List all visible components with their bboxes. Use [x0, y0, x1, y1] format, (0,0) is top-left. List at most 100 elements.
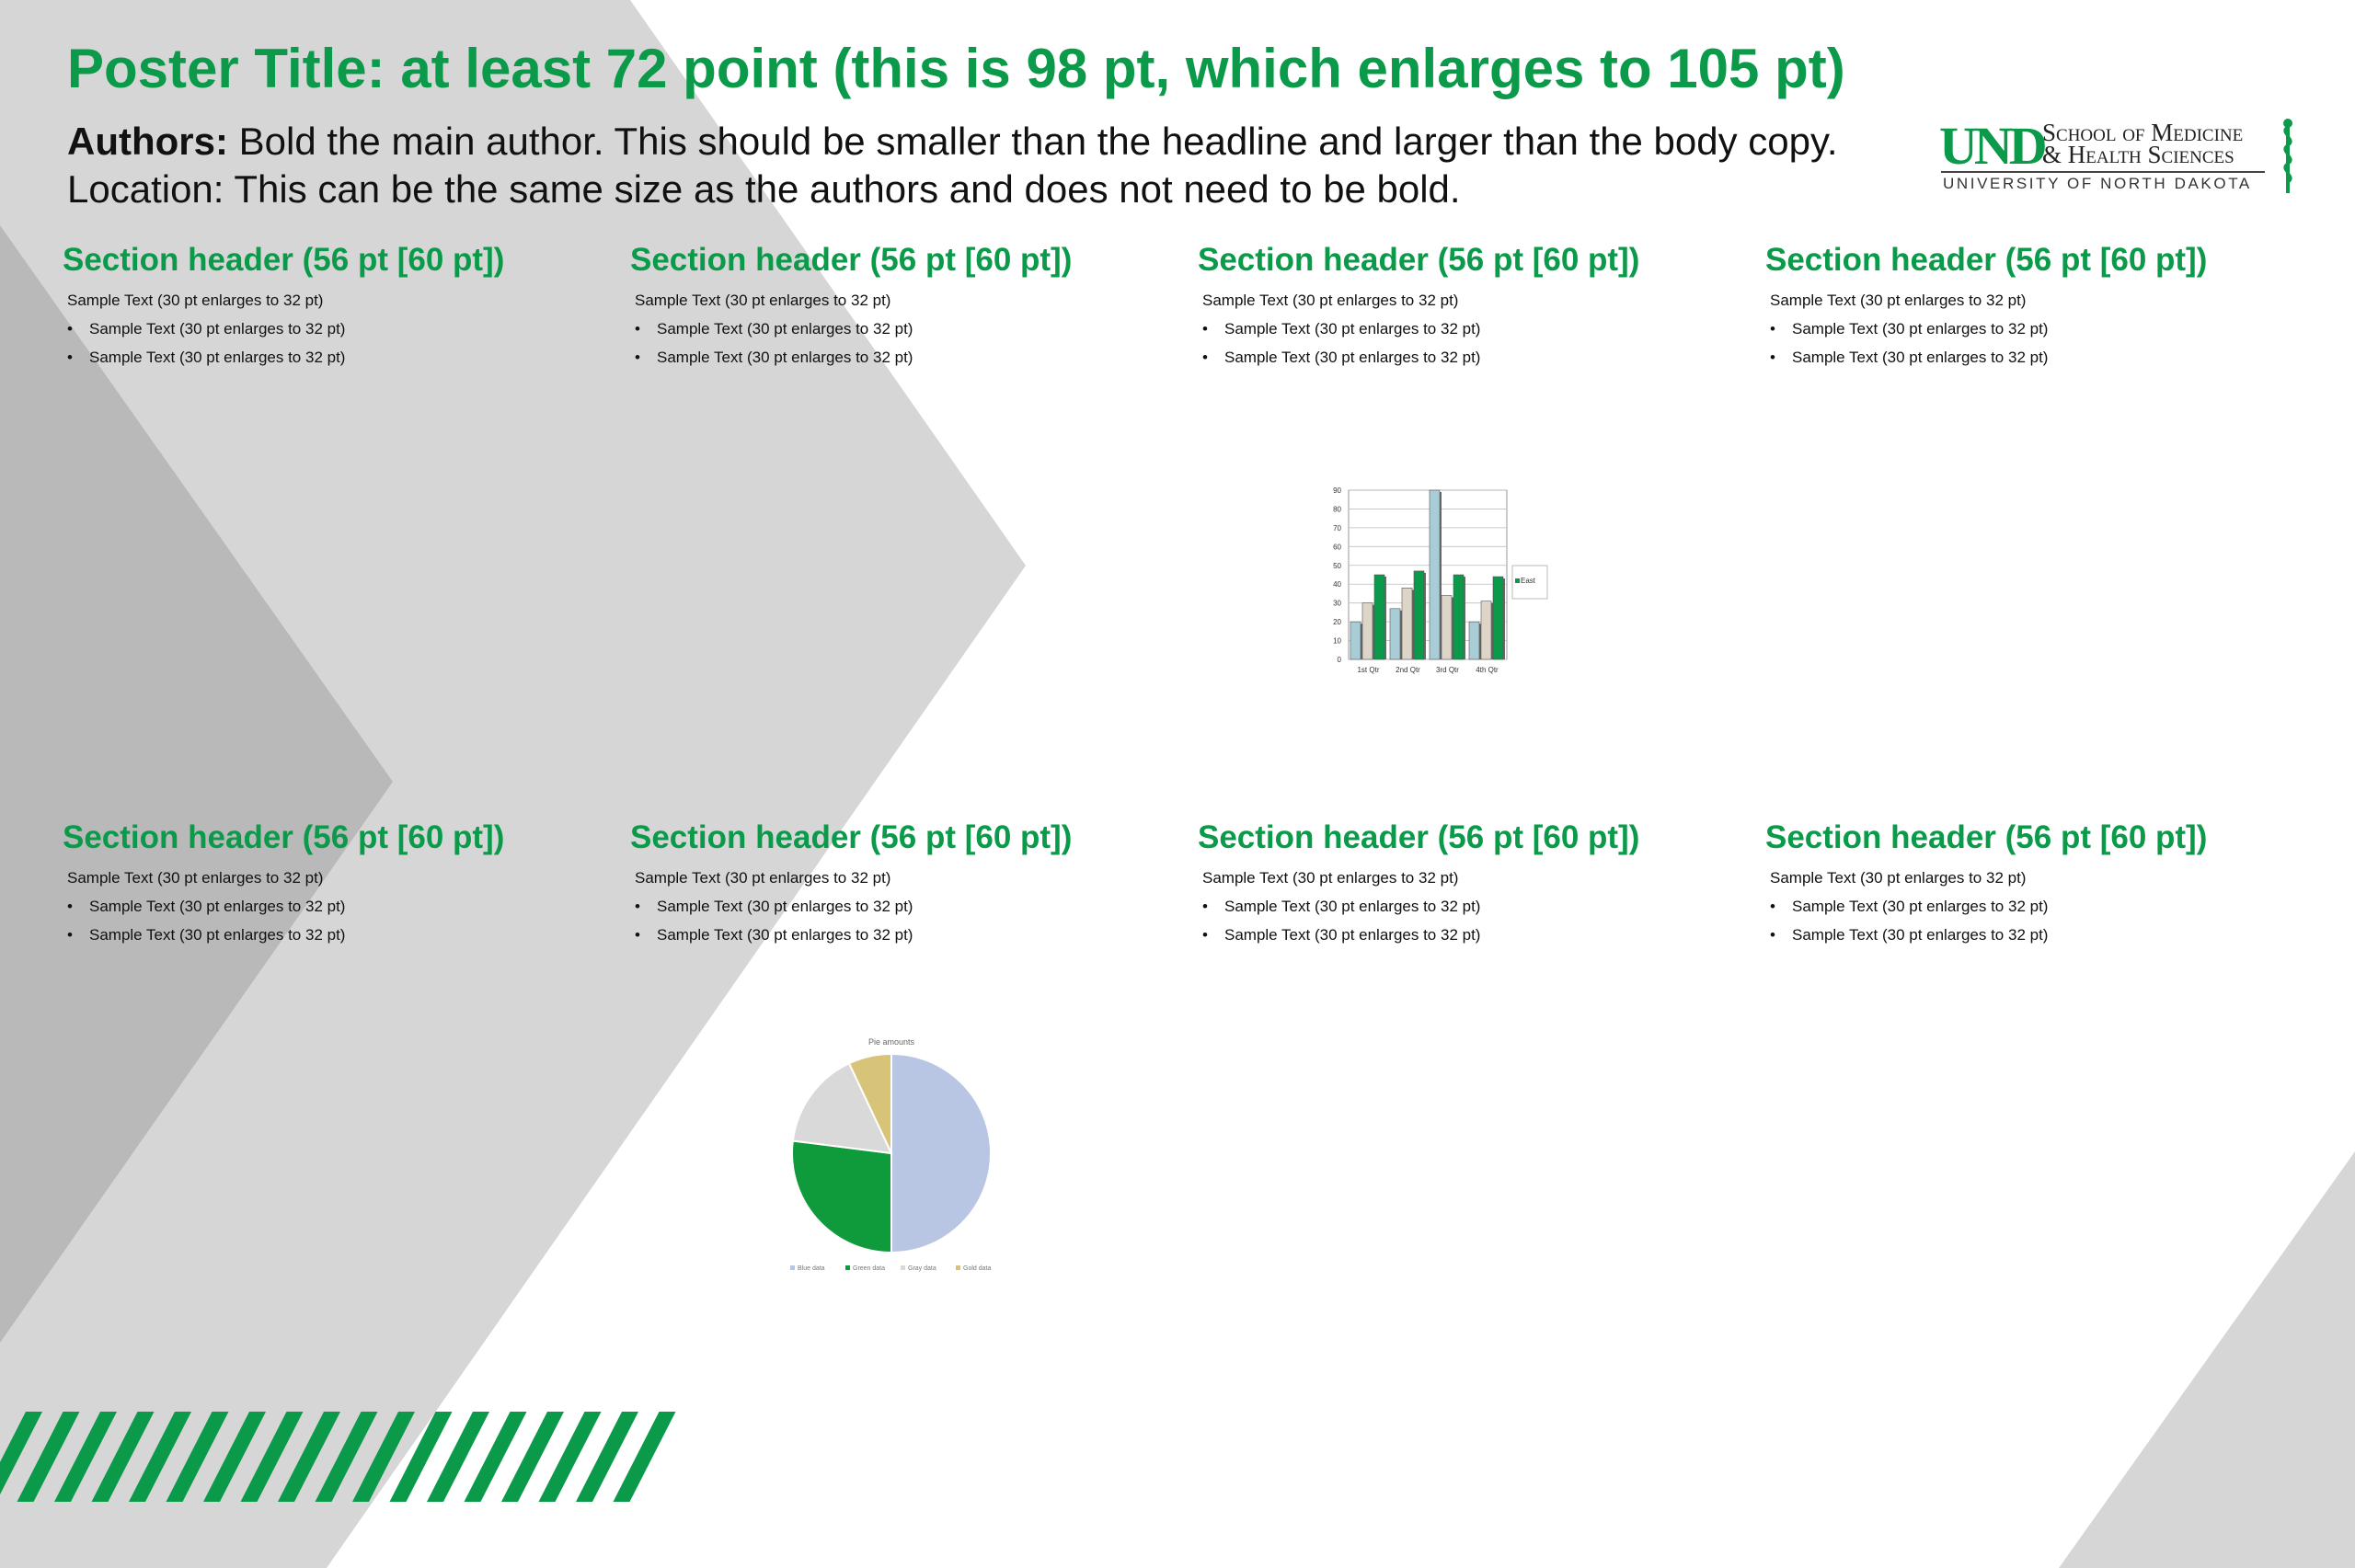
pie-chart: Pie amounts Blue data Green data Gray data G… [790, 1037, 992, 1272]
stripe [91, 1412, 155, 1502]
x-tick-label: 1st Qtr [1357, 666, 1379, 674]
logo-line-health: & Health Sciences [2042, 141, 2234, 168]
section-text: Sample Text (30 pt enlarges to 32 pt) [1202, 869, 1459, 887]
legend-swatch [1515, 578, 1520, 583]
legend-swatch [845, 1265, 850, 1270]
section-7: Section header (56 pt [60 pt]) Sample Te… [1198, 818, 1731, 945]
bullet-item: Sample Text (30 pt enlarges to 32 pt) [635, 319, 1164, 339]
x-tick-label: 2nd Qtr [1396, 666, 1420, 674]
stripe [501, 1412, 564, 1502]
section-header: Section header (56 pt [60 pt]) [1198, 819, 1640, 855]
bar [1401, 588, 1413, 660]
bullet-item: Sample Text (30 pt enlarges to 32 pt) [1770, 348, 2299, 368]
pie-slice [847, 1052, 892, 1154]
y-tick-label: 50 [1333, 562, 1341, 570]
green-stripes [0, 1412, 676, 1502]
bar-shadow [1412, 589, 1414, 659]
y-tick-label: 70 [1333, 524, 1341, 532]
section-text: Sample Text (30 pt enlarges to 32 pt) [1770, 869, 2027, 887]
authors-line: Authors: Bold the main author. This shou… [67, 118, 1907, 166]
legend-label: Green data [853, 1265, 885, 1272]
bar [1441, 595, 1453, 660]
bullet-item: Sample Text (30 pt enlarges to 32 pt) [67, 319, 596, 339]
bullet-item: Sample Text (30 pt enlarges to 32 pt) [67, 348, 596, 368]
section-header: Section header (56 pt [60 pt]) [1765, 819, 2208, 855]
bullet-item: Sample Text (30 pt enlarges to 32 pt) [1202, 897, 1731, 917]
bar-shadow [1424, 572, 1426, 659]
section-bullets: Sample Text (30 pt enlarges to 32 pt) Sa… [1770, 319, 2299, 368]
y-tick-label: 20 [1333, 618, 1341, 626]
background-corner-triangle [2059, 1151, 2355, 1568]
bar [1468, 621, 1480, 660]
bar-shadow [1503, 578, 1505, 659]
stripe [129, 1412, 191, 1502]
bullet-item: Sample Text (30 pt enlarges to 32 pt) [1202, 319, 1731, 339]
y-tick-label: 40 [1333, 580, 1341, 589]
logo-divider [1941, 171, 2265, 173]
bullet-item: Sample Text (30 pt enlarges to 32 pt) [67, 897, 596, 917]
authors-text: Bold the main author. This should be sma… [227, 120, 1838, 163]
background-chevron-dark [0, 225, 393, 1343]
bar [1453, 574, 1465, 660]
stripe [352, 1412, 415, 1502]
bar [1350, 621, 1361, 660]
section-header: Section header (56 pt [60 pt]) [630, 819, 1073, 855]
bullet-item: Sample Text (30 pt enlarges to 32 pt) [635, 897, 1164, 917]
bar-shadow [1452, 597, 1453, 659]
section-text: Sample Text (30 pt enlarges to 32 pt) [635, 292, 891, 309]
legend-swatch [901, 1265, 905, 1270]
section-5: Section header (56 pt [60 pt]) Sample Te… [63, 818, 596, 945]
und-logo-mark: UND [1939, 116, 2048, 176]
bar [1413, 570, 1425, 660]
pie-slice [791, 1061, 893, 1155]
y-tick-label: 30 [1333, 600, 1341, 608]
section-header: Section header (56 pt [60 pt]) [63, 242, 505, 278]
logo-line-university: UNIVERSITY OF NORTH DAKOTA [1943, 175, 2252, 192]
bar-shadow [1384, 577, 1386, 659]
bar-chart: 0 10 20 30 40 50 60 70 80 90 1st Qtr 2nd Qtr 3rd Qtr… [1333, 486, 1548, 674]
stripe [315, 1412, 378, 1502]
section-text: Sample Text (30 pt enlarges to 32 pt) [1202, 292, 1459, 309]
section-3: Section header (56 pt [60 pt]) Sample Te… [1198, 241, 1731, 368]
stripe [427, 1412, 489, 1502]
section-header: Section header (56 pt [60 pt]) [1198, 242, 1640, 278]
section-text: Sample Text (30 pt enlarges to 32 pt) [67, 869, 324, 887]
bar-shadow [1479, 624, 1481, 659]
section-6: Section header (56 pt [60 pt]) Sample Te… [630, 818, 1164, 945]
bar-shadow [1361, 624, 1362, 659]
stripe [17, 1412, 80, 1502]
legend-label: Gold data [963, 1265, 991, 1272]
stripe [464, 1412, 527, 1502]
bar-shadow [1400, 610, 1402, 659]
stripe [54, 1412, 117, 1502]
bar-shadow [1440, 492, 1442, 659]
stripe [278, 1412, 340, 1502]
bullet-item: Sample Text (30 pt enlarges to 32 pt) [1770, 897, 2299, 917]
section-bullets: Sample Text (30 pt enlarges to 32 pt) Sa… [1202, 897, 1731, 945]
pie-slice [791, 1139, 892, 1254]
und-logo: UND School of Medicine & Health Sciences… [1939, 118, 2300, 195]
bullet-item: Sample Text (30 pt enlarges to 32 pt) [1770, 925, 2299, 945]
legend-swatch [956, 1265, 960, 1270]
section-8: Section header (56 pt [60 pt]) Sample Te… [1765, 818, 2299, 945]
section-text: Sample Text (30 pt enlarges to 32 pt) [1770, 292, 2027, 309]
bar [1361, 602, 1373, 660]
pie-slice [890, 1052, 992, 1254]
legend-swatch [790, 1265, 795, 1270]
background-chevron-light [0, 0, 1026, 1568]
location-line: Location: This can be the same size as t… [67, 167, 1461, 211]
caduceus-icon [2283, 119, 2292, 193]
stripe [166, 1412, 229, 1502]
authors-block: Authors: Bold the main author. This shou… [67, 118, 1907, 213]
bar-shadow [1373, 604, 1374, 659]
legend-label: Gray data [908, 1265, 936, 1272]
x-tick-label: 3rd Qtr [1436, 666, 1459, 674]
stripe [0, 1412, 42, 1495]
section-header: Section header (56 pt [60 pt]) [63, 819, 505, 855]
bullet-item: Sample Text (30 pt enlarges to 32 pt) [635, 925, 1164, 945]
y-tick-label: 90 [1333, 486, 1341, 495]
bar [1429, 489, 1441, 660]
stripe [203, 1412, 266, 1502]
section-text: Sample Text (30 pt enlarges to 32 pt) [635, 869, 891, 887]
